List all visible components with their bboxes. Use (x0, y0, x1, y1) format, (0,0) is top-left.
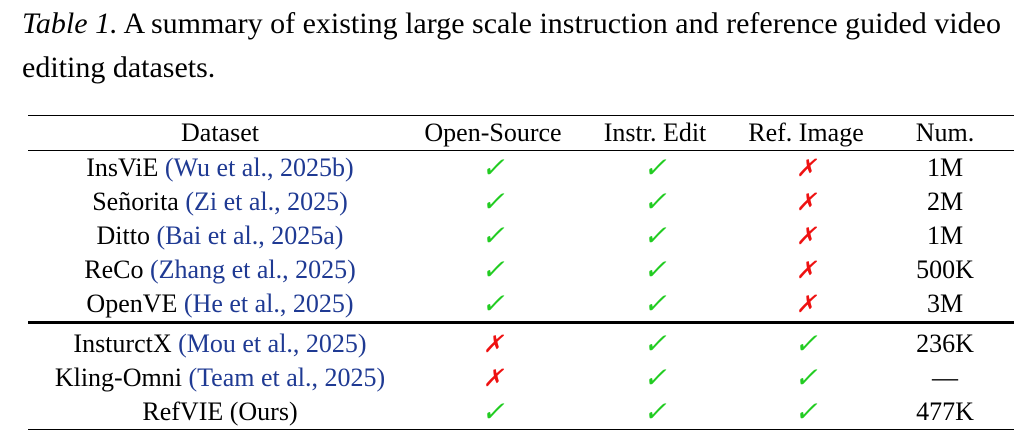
header-row: Dataset Open-Source Instr. Edit Ref. Ima… (28, 115, 1014, 151)
dataset-name-cell: InsturctX (Mou et al., 2025) (28, 321, 412, 361)
header-ref-image: Ref. Image (736, 115, 876, 151)
table-row: Kling-Omni (Team et al., 2025) ✗ ✓ ✓ — (28, 361, 1014, 395)
table-row: OpenVE (He et al., 2025) ✓ ✓ ✗ 3M (28, 287, 1014, 323)
cross-icon: ✗ (482, 332, 504, 358)
check-icon: ✓ (643, 397, 667, 428)
check-icon: ✓ (481, 221, 505, 252)
citation-link[interactable]: (Zi et al., 2025) (185, 187, 348, 216)
check-icon: ✓ (794, 363, 818, 394)
caption-text: A summary of existing large scale instru… (22, 7, 1001, 84)
datasets-table: Dataset Open-Source Instr. Edit Ref. Ima… (28, 115, 1014, 430)
dataset-name: ReCo (84, 255, 144, 284)
check-icon: ✓ (481, 153, 505, 184)
header-instr-edit: Instr. Edit (574, 115, 736, 151)
num-cell: 1M (876, 150, 1014, 185)
num-cell: 236K (876, 321, 1014, 361)
cross-icon: ✗ (482, 366, 504, 392)
table-row: InsViE (Wu et al., 2025b) ✓ ✓ ✗ 1M (28, 150, 1014, 185)
citation-link[interactable]: (Zhang et al., 2025) (149, 255, 356, 284)
citation-link[interactable]: (Wu et al., 2025b) (164, 153, 354, 182)
dataset-name: OpenVE (86, 289, 178, 318)
check-icon: ✓ (643, 221, 667, 252)
header-num: Num. (876, 115, 1014, 151)
table-row: RefVIE (Ours) ✓ ✓ ✓ 477K (28, 395, 1014, 430)
num-cell: 500K (916, 255, 974, 284)
dataset-name: Kling-Omni (54, 363, 182, 392)
cross-icon: ✗ (795, 156, 817, 182)
dataset-name-cell: Ditto (Bai et al., 2025a) (28, 219, 412, 253)
cross-icon: ✗ (795, 190, 817, 216)
num-cell: 2M (926, 187, 964, 216)
table-caption: Table 1. A summary of existing large sca… (22, 2, 1012, 90)
num-cell: 3M (926, 289, 964, 318)
citation-link[interactable]: (He et al., 2025) (183, 289, 354, 318)
dataset-name: Señorita (92, 187, 179, 216)
dataset-name-cell: InsViE (Wu et al., 2025b) (28, 150, 412, 185)
header-dataset: Dataset (28, 115, 412, 151)
check-icon: ✓ (481, 397, 505, 428)
num-cell: — (932, 363, 958, 392)
dataset-name-cell: Señorita (Zi et al., 2025) (28, 185, 412, 219)
citation-link[interactable]: (Bai et al., 2025a) (156, 221, 344, 250)
check-icon: ✓ (643, 187, 667, 218)
citation-link[interactable]: (Mou et al., 2025) (178, 329, 367, 358)
table-row: ReCo (Zhang et al., 2025) ✓ ✓ ✗ 500K (28, 253, 1014, 287)
dataset-name: InsViE (86, 153, 159, 182)
check-icon: ✓ (481, 187, 505, 218)
dataset-name-cell: ReCo (Zhang et al., 2025) (28, 253, 412, 287)
header-open-source: Open-Source (412, 115, 574, 151)
table-row: Ditto (Bai et al., 2025a) ✓ ✓ ✗ 1M (28, 219, 1014, 253)
cross-icon: ✗ (795, 224, 817, 250)
table-row: InsturctX (Mou et al., 2025) ✗ ✓ ✓ 236K (28, 321, 1014, 361)
dataset-name: Ditto (96, 221, 150, 250)
check-icon: ✓ (794, 397, 818, 428)
check-icon: ✓ (643, 153, 667, 184)
dataset-name-cell: RefVIE (Ours) (28, 395, 412, 430)
dataset-name-cell: OpenVE (He et al., 2025) (28, 287, 412, 323)
check-icon: ✓ (643, 363, 667, 394)
num-cell: 477K (876, 395, 1014, 430)
cross-icon: ✗ (795, 292, 817, 318)
check-icon: ✓ (794, 329, 818, 360)
citation-link[interactable]: (Team et al., 2025) (188, 363, 386, 392)
caption-label: Table 1. (22, 7, 118, 40)
dataset-name: RefVIE (Ours) (142, 397, 298, 426)
cross-icon: ✗ (795, 258, 817, 284)
check-icon: ✓ (643, 255, 667, 286)
dataset-name-cell: Kling-Omni (Team et al., 2025) (28, 361, 412, 395)
check-icon: ✓ (643, 329, 667, 360)
num-cell: 1M (926, 221, 964, 250)
check-icon: ✓ (481, 289, 505, 320)
table-row: Señorita (Zi et al., 2025) ✓ ✓ ✗ 2M (28, 185, 1014, 219)
check-icon: ✓ (643, 289, 667, 320)
dataset-name: InsturctX (73, 329, 172, 358)
check-icon: ✓ (481, 255, 505, 286)
